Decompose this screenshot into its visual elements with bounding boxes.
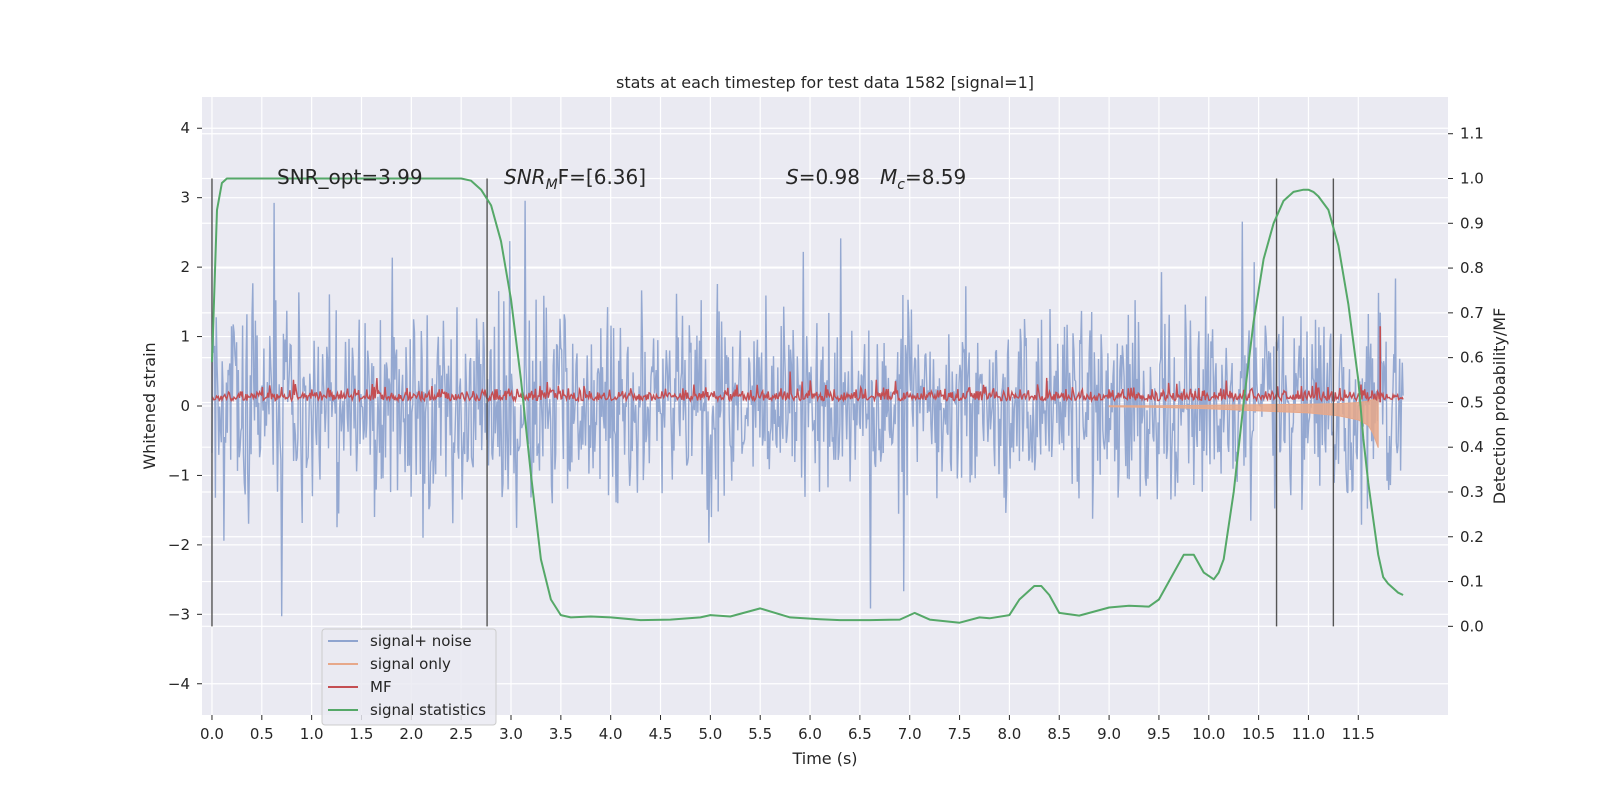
y-tick-label: 0 [180, 397, 190, 415]
annotation-s-rest: =0.98 [799, 165, 860, 189]
x-tick-label: 0.0 [200, 725, 224, 743]
y2-tick-label: 0.0 [1460, 617, 1484, 635]
y2-tick-label: 0.9 [1460, 214, 1484, 232]
legend-label-signal-noise: signal+ noise [370, 632, 472, 650]
x-tick-label: 6.5 [848, 725, 872, 743]
x-tick-label: 5.0 [698, 725, 722, 743]
x-tick-label: 3.5 [549, 725, 573, 743]
y2-tick-label: 0.2 [1460, 528, 1484, 546]
x-tick-label: 2.5 [449, 725, 473, 743]
y-tick-label: −1 [168, 466, 190, 484]
x-tick-label: 9.0 [1097, 725, 1121, 743]
y2-axis-ticks: 1.1 1.0 0.9 0.8 0.7 0.6 0.5 0.4 0.3 0.2 0.1 0.0 [1448, 125, 1484, 635]
x-tick-label: 5.5 [748, 725, 772, 743]
y-tick-label: 4 [180, 119, 190, 137]
annotation-snr-opt: SNR_opt=3.99 [277, 165, 423, 189]
x-tick-label: 6.0 [798, 725, 822, 743]
y2-tick-label: 0.7 [1460, 304, 1484, 322]
x-tick-label: 9.5 [1147, 725, 1171, 743]
y-tick-label: −2 [168, 536, 190, 554]
x-tick-label: 3.0 [499, 725, 523, 743]
x-tick-label: 1.0 [300, 725, 324, 743]
marker-lines [211, 178, 1335, 627]
y2-tick-label: 1.1 [1460, 125, 1484, 143]
y2-axis-label: Detection probability/MF [1490, 308, 1509, 505]
y-tick-label: 2 [180, 258, 190, 276]
annotation-mc: Mc=8.59 [880, 165, 966, 193]
y-tick-label: −4 [168, 675, 190, 693]
annotation-mc-var: M [880, 165, 897, 189]
y-tick-label: 1 [180, 328, 190, 346]
x-tick-label: 11.0 [1292, 725, 1325, 743]
x-axis-label: Time (s) [791, 749, 857, 768]
annotation-snr-mf-main: SNR [504, 165, 546, 189]
annotation-s-var: S [786, 165, 799, 189]
y-axis-label: Whitened strain [140, 342, 159, 469]
annotation-mc-rest: =8.59 [905, 165, 966, 189]
x-tick-label: 8.0 [997, 725, 1021, 743]
x-tick-label: 11.5 [1342, 725, 1375, 743]
y2-tick-label: 0.4 [1460, 438, 1484, 456]
legend-label-signal-statistics: signal statistics [370, 701, 486, 719]
x-tick-label: 8.5 [1047, 725, 1071, 743]
signal-statistics-trace [211, 177, 1404, 624]
chart-title: stats at each timestep for test data 158… [616, 73, 1034, 92]
x-tick-label: 10.0 [1192, 725, 1225, 743]
y2-tick-label: 0.3 [1460, 483, 1484, 501]
x-tick-label: 4.5 [649, 725, 673, 743]
series-mf [211, 326, 1404, 404]
y2-tick-label: 0.1 [1460, 573, 1484, 591]
y2-tick-label: 0.6 [1460, 349, 1484, 367]
y-tick-label: 3 [180, 189, 190, 207]
legend-box [321, 628, 497, 726]
signal-only-trace [1108, 394, 1379, 448]
series-signal-noise [211, 200, 1404, 617]
x-tick-label: 7.5 [948, 725, 972, 743]
y2-tick-label: 0.5 [1460, 393, 1484, 411]
y2-tick-label: 0.8 [1460, 259, 1484, 277]
x-tick-label: 0.5 [250, 725, 274, 743]
x-tick-label: 7.0 [898, 725, 922, 743]
legend: signal+ noise signal only MF signal stat… [321, 628, 497, 726]
y2-tick-label: 1.0 [1460, 170, 1484, 188]
mf-trace [211, 371, 1404, 404]
x-tick-label: 4.0 [599, 725, 623, 743]
annotation-s: S=0.98 [786, 165, 860, 189]
x-tick-label: 1.5 [350, 725, 374, 743]
annotation-snr-mf-rest: F=[6.36] [558, 165, 646, 189]
x-tick-label: 10.5 [1242, 725, 1275, 743]
series-signal-only [1108, 394, 1379, 448]
annotation-snr-mf-sub: M [546, 177, 558, 193]
y-axis-ticks: 4 3 2 1 0 −1 −2 −3 −4 [168, 119, 202, 693]
y-tick-label: −3 [168, 605, 190, 623]
series-signal-statistics [211, 177, 1404, 624]
x-axis-ticks: 0.0 0.5 1.0 1.5 2.0 2.5 3.0 3.5 4.0 4.5 5.0 5.5 6.0 6… [200, 715, 1375, 743]
x-tick-label: 2.0 [399, 725, 423, 743]
legend-label-mf: MF [370, 678, 392, 696]
signal-noise-trace [211, 200, 1404, 617]
legend-label-signal-only: signal only [370, 655, 451, 673]
annotation-snr-mf: SNRMF=[6.36] [504, 165, 646, 193]
annotation-mc-sub: c [897, 177, 905, 193]
